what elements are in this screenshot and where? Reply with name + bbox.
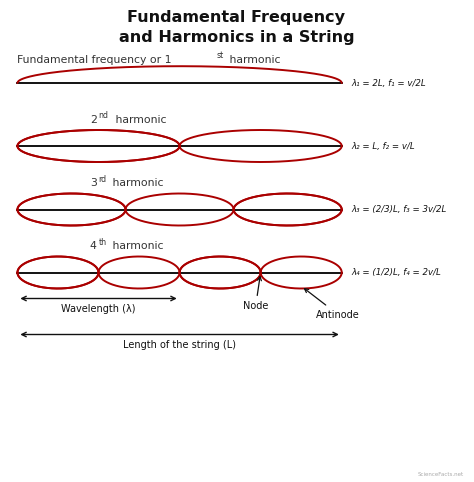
Text: st: st bbox=[216, 51, 224, 60]
Text: λ₃ = (2/3)L, f₃ = 3v/2L: λ₃ = (2/3)L, f₃ = 3v/2L bbox=[352, 205, 447, 214]
Text: harmonic: harmonic bbox=[226, 54, 280, 65]
Text: λ₂ = L, f₂ = v/L: λ₂ = L, f₂ = v/L bbox=[352, 142, 415, 150]
Text: 2: 2 bbox=[90, 115, 97, 124]
Text: th: th bbox=[99, 238, 107, 246]
Text: 3: 3 bbox=[90, 178, 97, 188]
Text: harmonic: harmonic bbox=[109, 178, 164, 188]
Text: rd: rd bbox=[99, 174, 107, 184]
Text: nd: nd bbox=[99, 111, 109, 120]
Text: Wavelength (λ): Wavelength (λ) bbox=[61, 305, 136, 314]
Text: λ₁ = 2L, f₁ = v/2L: λ₁ = 2L, f₁ = v/2L bbox=[352, 79, 426, 88]
Text: Node: Node bbox=[243, 277, 268, 311]
Text: 4: 4 bbox=[90, 241, 97, 251]
Text: Length of the string (L): Length of the string (L) bbox=[123, 340, 236, 350]
Text: λ₄ = (1/2)L, f₄ = 2v/L: λ₄ = (1/2)L, f₄ = 2v/L bbox=[352, 268, 441, 277]
Text: Fundamental frequency or 1: Fundamental frequency or 1 bbox=[18, 54, 172, 65]
Text: harmonic: harmonic bbox=[111, 115, 166, 124]
Text: Antinode: Antinode bbox=[304, 289, 360, 320]
Text: Fundamental Frequency: Fundamental Frequency bbox=[128, 10, 346, 25]
Text: and Harmonics in a String: and Harmonics in a String bbox=[118, 29, 354, 44]
Text: ScienceFacts.net: ScienceFacts.net bbox=[418, 472, 464, 477]
Text: harmonic: harmonic bbox=[109, 241, 164, 251]
